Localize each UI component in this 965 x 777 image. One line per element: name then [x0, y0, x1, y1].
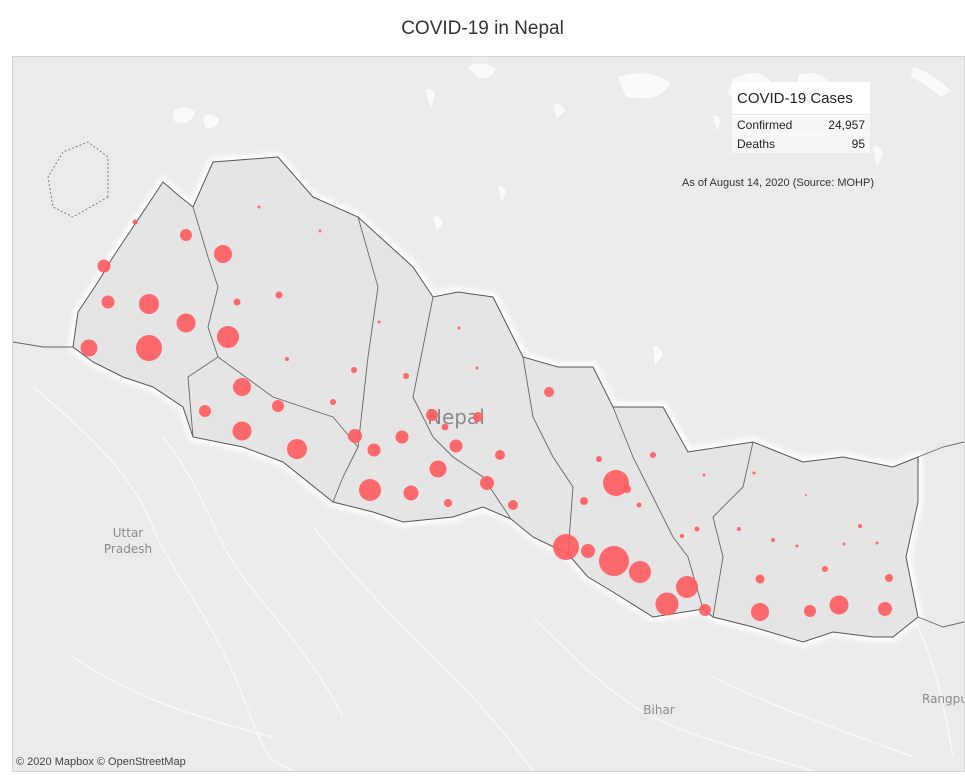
- case-bubble[interactable]: [680, 534, 684, 538]
- case-bubble[interactable]: [351, 367, 357, 373]
- case-bubble[interactable]: [885, 574, 893, 582]
- case-bubble[interactable]: [395, 430, 409, 444]
- case-bubble[interactable]: [233, 298, 241, 306]
- case-bubble[interactable]: [330, 399, 336, 405]
- case-bubble[interactable]: [596, 456, 602, 462]
- case-bubble[interactable]: [232, 421, 252, 441]
- case-bubble[interactable]: [475, 366, 479, 370]
- case-bubble[interactable]: [449, 439, 463, 453]
- case-bubble[interactable]: [508, 500, 518, 510]
- cases-legend: COVID-19 Cases Confirmed 24,957 Deaths 9…: [732, 82, 870, 153]
- legend-heading: COVID-19 Cases: [732, 82, 870, 115]
- case-bubble[interactable]: [101, 295, 115, 309]
- case-bubble[interactable]: [699, 604, 711, 616]
- case-bubble[interactable]: [457, 326, 461, 330]
- case-bubble[interactable]: [755, 574, 765, 584]
- case-bubble[interactable]: [217, 326, 239, 348]
- case-bubble[interactable]: [495, 450, 505, 460]
- case-bubble[interactable]: [257, 205, 261, 209]
- case-bubble[interactable]: [805, 494, 807, 496]
- case-bubble[interactable]: [702, 473, 706, 477]
- case-bubble[interactable]: [287, 439, 307, 459]
- case-bubble[interactable]: [359, 479, 381, 501]
- case-bubble[interactable]: [480, 476, 494, 490]
- case-bubble[interactable]: [272, 400, 284, 412]
- case-bubble[interactable]: [694, 526, 700, 532]
- case-bubble[interactable]: [795, 544, 799, 548]
- case-bubble[interactable]: [441, 423, 449, 431]
- legend-row-confirmed: Confirmed 24,957: [732, 115, 870, 134]
- case-bubble[interactable]: [599, 546, 629, 576]
- case-bubble[interactable]: [636, 502, 642, 508]
- case-bubble[interactable]: [426, 409, 438, 421]
- case-bubble[interactable]: [544, 387, 554, 397]
- case-bubble[interactable]: [553, 534, 579, 560]
- case-bubble[interactable]: [878, 602, 892, 616]
- case-bubble[interactable]: [367, 443, 381, 457]
- case-bubble[interactable]: [751, 603, 769, 621]
- case-bubble[interactable]: [842, 542, 846, 546]
- case-bubble[interactable]: [176, 313, 196, 333]
- case-bubble[interactable]: [650, 452, 656, 458]
- source-note: As of August 14, 2020 (Source: MOHP): [682, 177, 874, 189]
- case-bubble[interactable]: [233, 378, 251, 396]
- case-bubble[interactable]: [444, 499, 452, 507]
- case-bubble[interactable]: [822, 566, 828, 572]
- legend-value: 95: [851, 137, 865, 151]
- case-bubble[interactable]: [623, 485, 631, 493]
- case-bubble[interactable]: [136, 335, 162, 361]
- case-bubble[interactable]: [473, 412, 483, 422]
- case-bubble[interactable]: [603, 470, 629, 496]
- legend-label: Confirmed: [737, 118, 793, 132]
- case-bubble[interactable]: [629, 561, 651, 583]
- map-attribution[interactable]: © 2020 Mapbox © OpenStreetMap: [16, 756, 186, 768]
- case-bubble[interactable]: [318, 229, 322, 233]
- legend-row-deaths: Deaths 95: [732, 134, 870, 153]
- case-bubble[interactable]: [676, 576, 698, 598]
- case-bubble[interactable]: [752, 471, 756, 475]
- label-pradesh: Pradesh: [104, 542, 152, 556]
- case-bubble[interactable]: [139, 294, 159, 314]
- label-rangpur: Rangpu: [922, 692, 964, 706]
- case-bubble[interactable]: [403, 485, 419, 501]
- case-bubble[interactable]: [80, 339, 98, 357]
- case-bubble[interactable]: [429, 460, 447, 478]
- nepal-territory: [72, 156, 919, 643]
- river-lines: [32, 386, 954, 771]
- case-bubble[interactable]: [829, 595, 849, 615]
- case-bubble[interactable]: [285, 357, 289, 361]
- case-bubble[interactable]: [97, 259, 111, 273]
- case-bubble[interactable]: [199, 405, 211, 417]
- label-uttar: Uttar: [113, 526, 144, 540]
- map-canvas[interactable]: Nepal Uttar Pradesh Bihar Rangpu: [13, 57, 964, 771]
- page-title: COVID-19 in Nepal: [401, 18, 564, 39]
- case-bubble[interactable]: [348, 429, 362, 443]
- legend-label: Deaths: [737, 137, 776, 151]
- case-bubble[interactable]: [737, 527, 741, 531]
- case-bubble[interactable]: [275, 291, 283, 299]
- case-bubbles[interactable]: [80, 205, 894, 622]
- case-bubble[interactable]: [214, 245, 232, 263]
- province-borders: [13, 141, 964, 628]
- legend-value: 24,957: [828, 118, 865, 132]
- case-bubble[interactable]: [771, 538, 775, 542]
- case-bubble[interactable]: [377, 320, 381, 324]
- case-bubble[interactable]: [804, 605, 816, 617]
- case-bubble[interactable]: [132, 219, 138, 225]
- case-bubble[interactable]: [581, 544, 595, 558]
- case-bubble[interactable]: [655, 592, 679, 616]
- case-bubble[interactable]: [580, 497, 588, 505]
- case-bubble[interactable]: [875, 541, 879, 545]
- case-bubble[interactable]: [403, 373, 409, 379]
- label-bihar: Bihar: [643, 703, 675, 717]
- case-bubble[interactable]: [180, 229, 192, 241]
- case-bubble[interactable]: [858, 524, 862, 528]
- map-view[interactable]: Nepal Uttar Pradesh Bihar Rangpu: [12, 56, 965, 772]
